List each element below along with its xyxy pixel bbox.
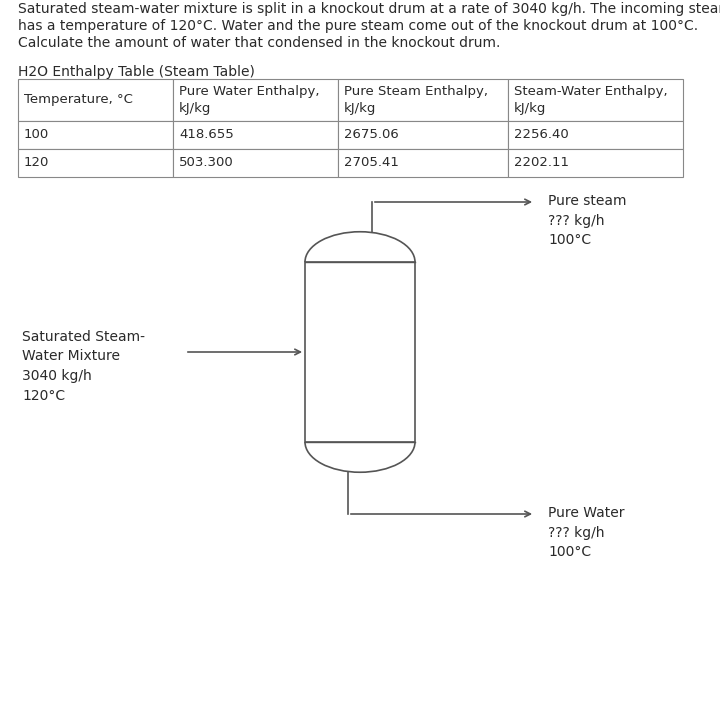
Bar (508, 149, 683, 177)
Bar (173, 121, 338, 149)
Bar (508, 79, 683, 121)
Text: 2256.40: 2256.40 (514, 128, 569, 142)
Text: 503.300: 503.300 (179, 157, 234, 169)
Text: 2202.11: 2202.11 (514, 157, 569, 169)
Text: 100: 100 (24, 128, 49, 142)
Text: has a temperature of 120°C. Water and the pure steam come out of the knockout dr: has a temperature of 120°C. Water and th… (18, 19, 698, 33)
Text: Pure Steam Enthalpy,
kJ/kg: Pure Steam Enthalpy, kJ/kg (344, 85, 488, 115)
Text: 2675.06: 2675.06 (344, 128, 399, 142)
Text: Saturated Steam-
Water Mixture
3040 kg/h
120°C: Saturated Steam- Water Mixture 3040 kg/h… (22, 330, 145, 402)
Bar (18, 79, 173, 121)
Bar (173, 149, 338, 177)
Text: Pure Water Enthalpy,
kJ/kg: Pure Water Enthalpy, kJ/kg (179, 85, 320, 115)
Bar (18, 121, 173, 149)
Bar (338, 121, 508, 149)
Text: Calculate the amount of water that condensed in the knockout drum.: Calculate the amount of water that conde… (18, 36, 500, 50)
Text: 2705.41: 2705.41 (344, 157, 399, 169)
Text: 418.655: 418.655 (179, 128, 234, 142)
Text: Pure Water
??? kg/h
100°C: Pure Water ??? kg/h 100°C (548, 506, 624, 559)
Bar (338, 149, 508, 177)
Text: Temperature, °C: Temperature, °C (24, 93, 133, 107)
Bar (173, 79, 338, 121)
Bar (305, 262, 415, 442)
Bar (338, 79, 508, 121)
Text: 120: 120 (24, 157, 50, 169)
Text: H2O Enthalpy Table (Steam Table): H2O Enthalpy Table (Steam Table) (18, 65, 255, 79)
Bar (18, 149, 173, 177)
Bar (508, 121, 683, 149)
Text: Pure steam
??? kg/h
100°C: Pure steam ??? kg/h 100°C (548, 194, 626, 247)
Text: Steam-Water Enthalpy,
kJ/kg: Steam-Water Enthalpy, kJ/kg (514, 85, 667, 115)
Text: Saturated steam-water mixture is split in a knockout drum at a rate of 3040 kg/h: Saturated steam-water mixture is split i… (18, 2, 720, 16)
